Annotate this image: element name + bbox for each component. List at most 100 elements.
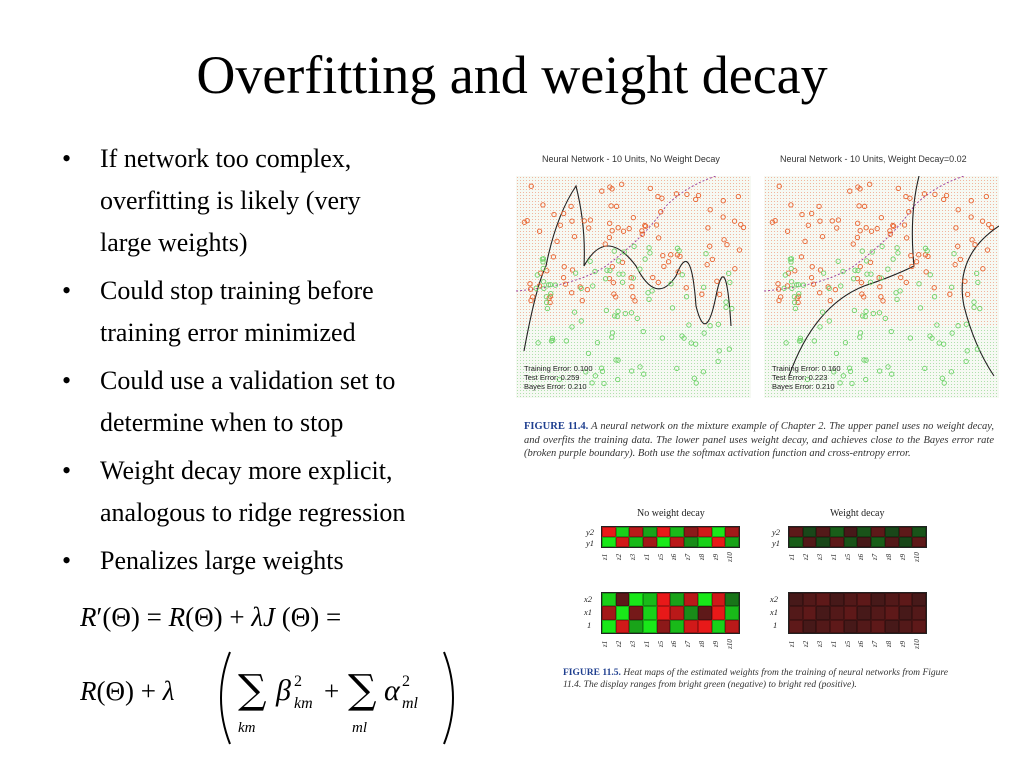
right-panel-title: Neural Network - 10 Units, Weight Decay=…: [780, 154, 967, 164]
green-point: [669, 305, 676, 311]
row-label: x1: [770, 607, 779, 617]
heatmap-no-decay-output: [601, 526, 740, 548]
orange-point: [880, 298, 886, 304]
green-point: [716, 348, 722, 354]
green-point: [701, 330, 707, 336]
bullet-line: Weight decay more explicit,: [100, 456, 393, 485]
orange-point: [683, 285, 689, 291]
heatmap-cell: [629, 606, 644, 620]
orange-point: [658, 209, 664, 215]
heatmap-cell: [871, 593, 885, 607]
green-point: [611, 248, 617, 254]
orange-point: [832, 286, 838, 293]
green-point: [941, 380, 947, 386]
heatmap-cell: [816, 606, 831, 620]
tick-label: z5: [843, 553, 852, 561]
orange-point: [856, 203, 862, 209]
orange-point: [528, 297, 534, 304]
orange-point: [898, 274, 904, 281]
green-point: [649, 288, 655, 294]
orange-point: [569, 290, 575, 296]
green-point: [793, 282, 800, 288]
formula-penalized-risk: R′(Θ) = R(Θ) + λJ (Θ) =: [80, 602, 341, 632]
green-point: [876, 368, 883, 374]
orange-point: [962, 278, 968, 284]
green-point: [864, 271, 870, 277]
slide-title: Overfitting and weight decay: [196, 45, 828, 105]
heatmap-cell: [697, 527, 712, 537]
heatmap-cell: [912, 606, 926, 620]
green-point: [811, 338, 817, 344]
green-point: [668, 281, 674, 287]
green-point: [601, 380, 607, 387]
orange-point: [819, 233, 826, 240]
green-point: [861, 357, 867, 363]
tick-label: z5: [843, 640, 852, 648]
green-point: [826, 285, 832, 292]
orange-point: [536, 228, 543, 234]
orange-point: [607, 220, 613, 226]
heatmap-cell: [711, 619, 726, 633]
green-point: [544, 305, 551, 312]
orange-point: [903, 279, 909, 286]
caption-label: FIGURE 11.4.: [524, 421, 589, 432]
heatmap-cell: [615, 619, 630, 633]
green-point: [621, 249, 627, 255]
svg-text:R(Θ) + λ: R(Θ) + λ: [80, 676, 175, 706]
orange-point: [586, 225, 592, 231]
heatmap-cell: [670, 619, 685, 633]
heatmap-cell: [816, 537, 831, 547]
heatmap-cell: [789, 606, 803, 620]
green-point: [971, 304, 977, 310]
error-line: Test Error: 0.223: [772, 373, 828, 382]
green-point: [963, 358, 969, 365]
orange-point: [554, 238, 560, 244]
heatmap-cell: [725, 606, 739, 620]
orange-point: [878, 214, 885, 221]
error-line: Test Error: 0.259: [524, 373, 580, 382]
tick-label: z10: [726, 639, 735, 649]
heatmap-ticks: z1 z2 z3 z1 z5 z6 z7 z8 z9 z10: [601, 550, 740, 564]
orange-point: [615, 225, 621, 231]
heatmap-cell: [871, 619, 885, 633]
orange-point: [847, 188, 853, 194]
orange-point: [903, 235, 910, 241]
orange-point: [643, 223, 649, 229]
orange-point: [620, 228, 627, 234]
green-point: [676, 248, 682, 254]
nn-boundary: [523, 184, 732, 352]
heatmap-cell: [830, 527, 844, 537]
green-point: [917, 305, 924, 311]
orange-point: [964, 291, 971, 298]
green-point: [840, 268, 846, 275]
row-label: 1: [773, 620, 778, 630]
green-point: [907, 335, 913, 341]
orange-point: [561, 264, 567, 270]
orange-point: [609, 228, 615, 234]
heatmap-cell: [816, 619, 831, 633]
heatmap-cell: [725, 619, 739, 633]
heatmap-cell: [615, 527, 630, 537]
svg-text:+: +: [324, 676, 339, 706]
heatmap-cell: [629, 593, 644, 607]
green-point: [975, 279, 981, 286]
heatmap-cell: [670, 527, 685, 537]
green-point: [571, 309, 578, 315]
svg-text:α: α: [384, 674, 401, 707]
heatmap-cell: [711, 537, 726, 547]
orange-point: [968, 198, 974, 204]
heatmap-cell: [615, 593, 630, 607]
green-point: [924, 248, 930, 254]
green-point: [563, 338, 569, 344]
green-point: [615, 258, 622, 264]
green-point: [927, 333, 933, 339]
orange-point: [980, 266, 986, 272]
orange-point: [561, 210, 567, 217]
orange-point: [861, 203, 868, 209]
green-point: [619, 279, 626, 285]
heatmap-cell: [843, 619, 858, 633]
heatmap-cell: [684, 527, 698, 537]
green-point: [590, 283, 596, 289]
green-point: [628, 368, 635, 374]
figure-11-5-caption: FIGURE 11.5. Heat maps of the estimated …: [563, 667, 948, 691]
